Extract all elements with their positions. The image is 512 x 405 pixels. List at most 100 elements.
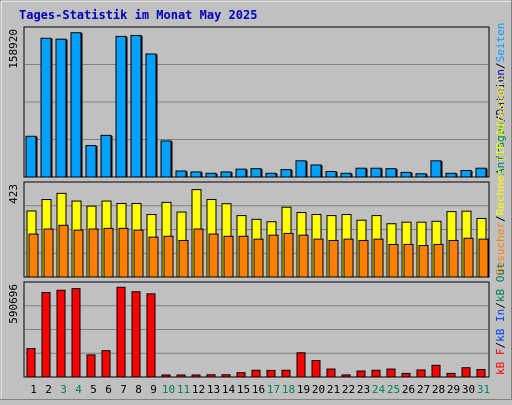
- bar-kb-f: [251, 369, 261, 378]
- bar-kb-f: [161, 374, 171, 378]
- bar-anfragen: [160, 140, 172, 178]
- bar-anfragen: [280, 169, 292, 178]
- bar-anfragen: [340, 172, 352, 178]
- legend-entry: Anfragen: [494, 122, 507, 175]
- bar-besucher: [433, 243, 444, 278]
- bar-kb-f: [431, 364, 441, 378]
- bar-besucher: [103, 227, 114, 278]
- bar-anfragen: [70, 32, 82, 178]
- x-tick-label: 1: [30, 383, 37, 396]
- legend-entry: Seiten: [494, 23, 507, 63]
- bar-kb-f: [356, 370, 366, 378]
- bar-anfragen: [115, 35, 127, 178]
- x-tick-label: 13: [207, 383, 220, 396]
- x-axis-labels: 1 2 3 4 5 6 7 8 9 10 11 12 13 14 15 16 17 18 19 20 21 22 23 24 2…: [30, 383, 490, 396]
- legend-entry: /: [494, 215, 507, 222]
- bar-kb-f: [116, 286, 126, 378]
- x-tick-label: 29: [447, 383, 460, 396]
- bar-kb-f: [191, 374, 201, 378]
- chart-panels: 158920Anfragen/Dateien/Seiten423Besucher…: [7, 23, 507, 378]
- bar-kb-f: [26, 348, 36, 378]
- bar-anfragen: [130, 34, 142, 178]
- x-tick-label: 3: [60, 383, 67, 396]
- x-tick-label: 4: [75, 383, 82, 396]
- bar-besucher: [328, 239, 339, 278]
- bar-kb-f: [206, 374, 216, 378]
- bar-anfragen: [295, 160, 307, 178]
- x-tick-label: 9: [150, 383, 157, 396]
- bar-kb-f: [311, 360, 321, 378]
- panel-sites: 423 Besucher/Rechner (IP-Adressen): [7, 76, 507, 278]
- bar-besucher: [418, 245, 429, 278]
- bar-besucher: [298, 234, 309, 278]
- bar-besucher: [133, 229, 144, 278]
- bar-anfragen: [265, 172, 277, 178]
- bar-kb-f: [236, 372, 246, 378]
- bar-kb-f: [281, 369, 291, 378]
- bar-kb-f: [56, 289, 66, 378]
- bar-anfragen: [250, 168, 262, 178]
- legend-requests: Anfragen/Dateien/Seiten: [494, 23, 507, 175]
- x-tick-label: 19: [297, 383, 310, 396]
- bar-anfragen: [25, 135, 37, 178]
- bar-anfragen: [370, 167, 382, 178]
- legend-entry: Besucher: [494, 222, 507, 275]
- legend-entry: /: [494, 302, 507, 309]
- legend-entry: Rechner (IP-Adressen): [494, 76, 507, 215]
- x-tick-label: 14: [222, 383, 236, 396]
- bar-anfragen: [430, 160, 442, 178]
- bar-kb-f: [386, 368, 396, 378]
- bar-kb-f: [146, 293, 156, 378]
- bar-anfragen: [415, 173, 427, 178]
- bar-besucher: [283, 232, 294, 278]
- bar-besucher: [388, 243, 399, 278]
- bar-besucher: [58, 224, 69, 278]
- bar-besucher: [163, 235, 174, 278]
- bar-kb-f: [326, 368, 336, 378]
- bar-anfragen: [460, 170, 472, 178]
- legend-entry: kB In: [494, 309, 507, 342]
- bar-anfragen: [475, 167, 487, 178]
- x-tick-label: 18: [282, 383, 295, 396]
- y-max-label: 423: [7, 184, 20, 204]
- chart-title: Tages-Statistik im Monat May 2025: [19, 8, 257, 22]
- x-tick-label: 5: [90, 383, 97, 396]
- bar-anfragen: [205, 172, 217, 178]
- bar-besucher: [358, 239, 369, 278]
- bar-besucher: [148, 236, 159, 278]
- bar-anfragen: [100, 134, 112, 178]
- bar-kb-f: [101, 350, 111, 378]
- x-tick-label: 7: [120, 383, 127, 396]
- bar-anfragen: [235, 168, 247, 178]
- x-tick-label: 16: [252, 383, 265, 396]
- bar-besucher: [403, 243, 414, 278]
- bar-kb-f: [131, 291, 141, 378]
- x-tick-label: 23: [357, 383, 370, 396]
- bar-kb-f: [476, 369, 486, 378]
- x-tick-label: 21: [327, 383, 340, 396]
- bar-kb-f: [296, 352, 306, 378]
- bar-kb-f: [446, 372, 456, 378]
- bar-anfragen: [355, 167, 367, 178]
- bar-besucher: [73, 229, 84, 278]
- bar-anfragen: [85, 145, 97, 178]
- bar-anfragen: [145, 53, 157, 178]
- bar-anfragen: [385, 168, 397, 178]
- x-tick-label: 28: [432, 383, 445, 396]
- x-tick-label: 30: [462, 383, 475, 396]
- bar-kb-f: [41, 291, 51, 378]
- bar-anfragen: [190, 171, 202, 178]
- x-tick-label: 6: [105, 383, 112, 396]
- bar-kb-f: [461, 367, 471, 378]
- bar-anfragen: [310, 164, 322, 178]
- bar-besucher: [223, 235, 234, 278]
- bar-kb-f: [86, 354, 96, 378]
- bar-besucher: [478, 238, 489, 278]
- x-tick-label: 2: [45, 383, 52, 396]
- y-max-label: 590696: [7, 284, 20, 324]
- x-tick-label: 25: [387, 383, 400, 396]
- bar-anfragen: [55, 38, 67, 178]
- legend-kbytes: kB F/kB In/kB Out: [494, 262, 507, 375]
- bar-anfragen: [400, 171, 412, 178]
